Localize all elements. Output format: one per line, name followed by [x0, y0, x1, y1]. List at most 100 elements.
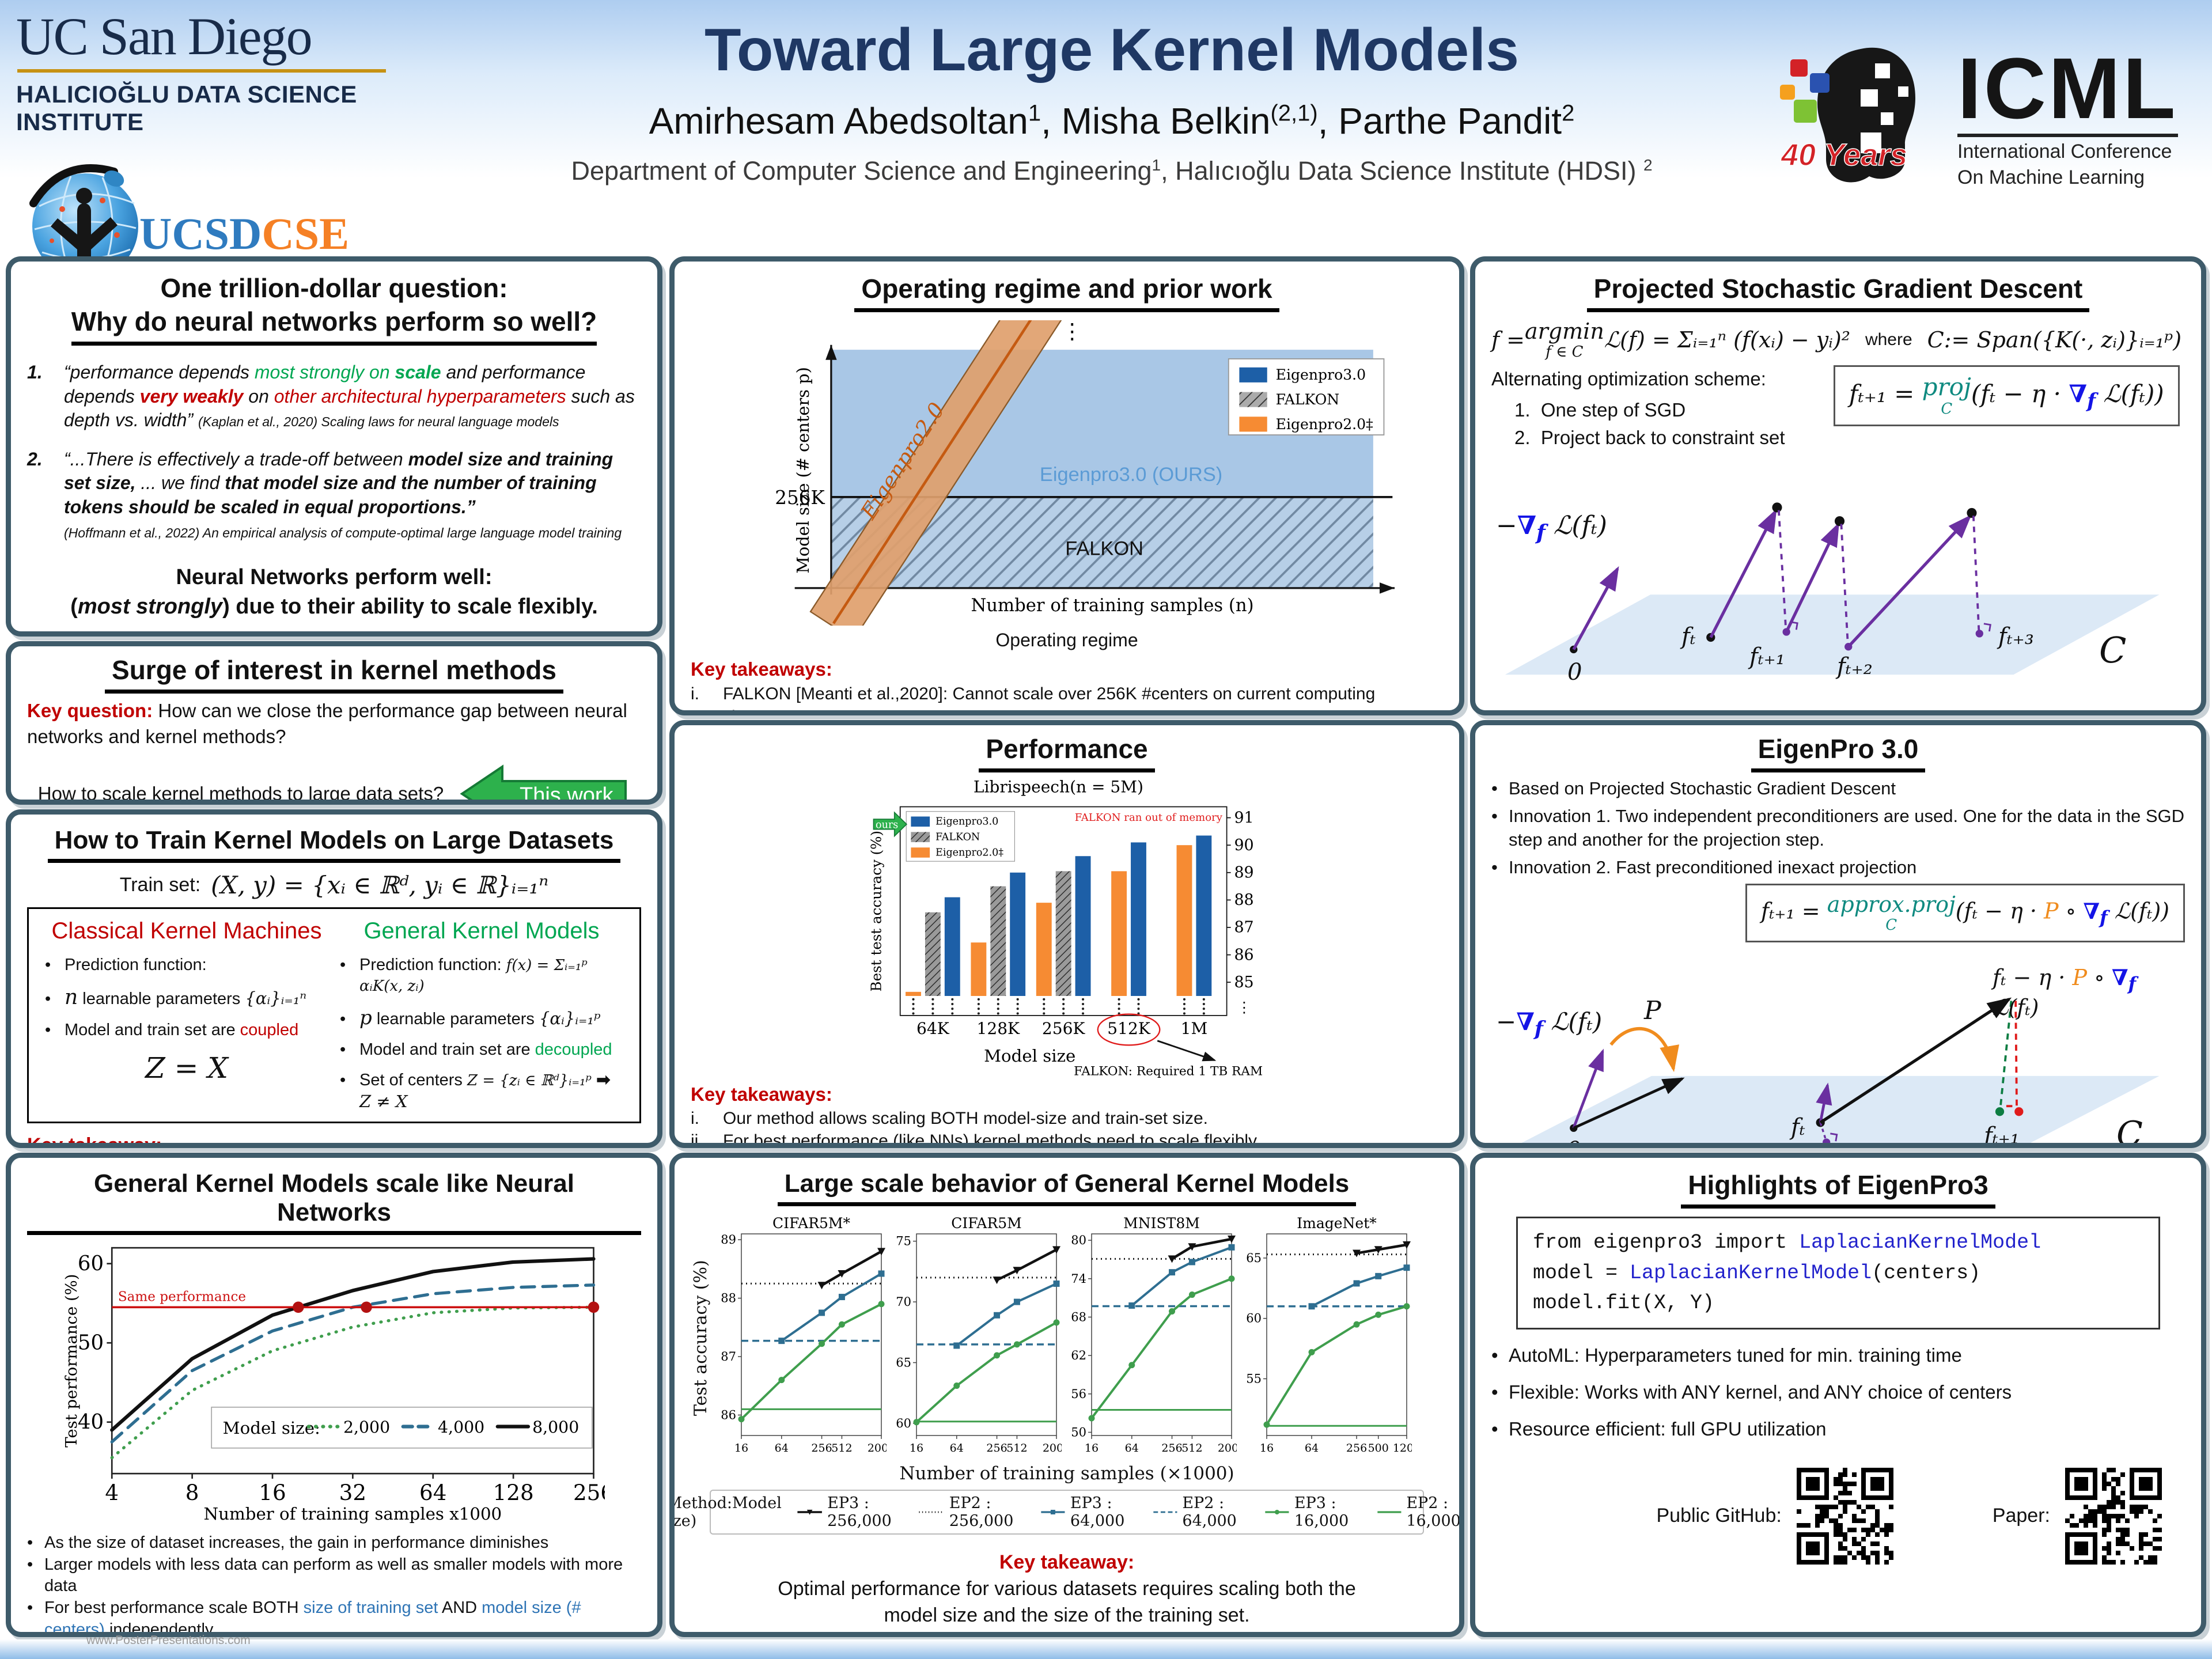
svg-text:64: 64 — [775, 1442, 789, 1455]
svg-text:64: 64 — [419, 1480, 446, 1505]
train-comparison-box: Classical Kernel Machines • Prediction fu… — [27, 907, 641, 1123]
highlights-title: Highlights of EigenPro3 — [1681, 1169, 1995, 1209]
psgd-gradient-label: −∇f ℒ(fₜ) — [1496, 510, 1607, 545]
svg-text:2,000: 2,000 — [343, 1418, 390, 1437]
trillion-conclusion: Neural Networks perform well: (most stro… — [70, 565, 598, 619]
svg-text:Number of training samples x10: Number of training samples x1000 — [204, 1504, 502, 1524]
regime-ep3-label: Eigenpro3.0 (OURS) — [1040, 464, 1222, 486]
paper-qr-code — [2065, 1467, 2162, 1565]
eigenpro3-bullets: • Based on Projected Stochastic Gradient … — [1491, 778, 2185, 877]
svg-text:68: 68 — [1071, 1310, 1086, 1324]
gold-rule — [17, 69, 386, 73]
svg-text:87: 87 — [721, 1350, 736, 1363]
ep3-gradient-label: −∇f ℒ(fₜ) — [1496, 1007, 1603, 1041]
svg-text:256K: 256K — [1042, 1019, 1086, 1038]
general-column: General Kernel Models • Prediction functi… — [334, 918, 629, 1112]
authors-line: Amirhesam Abedsoltan1, Misha Belkin(2,1)… — [472, 100, 1751, 142]
svg-text:89: 89 — [721, 1233, 736, 1247]
github-label: Public GitHub: — [1656, 1505, 1782, 1527]
regime-falkon-label: FALKON — [1065, 537, 1143, 559]
quote-hoffmann: 2. “...There is effectively a trade-off … — [27, 448, 622, 540]
icml-40-years: 40 Years — [1781, 138, 1907, 172]
svg-text:ImageNet*: ImageNet* — [1297, 1215, 1377, 1232]
performance-title: Performance — [979, 733, 1155, 772]
svg-text:256: 256 — [573, 1480, 605, 1505]
svg-text:64K: 64K — [916, 1019, 950, 1038]
scalelike-bullets: • As the size of dataset increases, the g… — [27, 1533, 623, 1637]
svg-text:512K: 512K — [1107, 1019, 1151, 1038]
svg-text:90: 90 — [1234, 836, 1253, 854]
author-2: Misha Belkin(2,1), — [1061, 100, 1339, 142]
trillion-title: One trillion-dollar question: Why do neu… — [27, 272, 641, 346]
psgd-ft1-label: fₜ₊₁ — [1749, 643, 1785, 670]
panel-performance: Performance Librispeech(n = 5M) 85 86 87 88 8… — [669, 720, 1464, 1148]
cse-cse-text: CSE — [262, 209, 350, 259]
svg-text:56: 56 — [1071, 1387, 1086, 1401]
svg-text:256: 256 — [1161, 1442, 1182, 1455]
svg-text:512: 512 — [1006, 1442, 1027, 1455]
psgd-title: Projected Stochastic Gradient Descent — [1586, 273, 2090, 312]
classical-column: Classical Kernel Machines • Prediction fu… — [39, 918, 334, 1112]
icml-logo: 40 Years ICML International Conference O… — [1774, 32, 2195, 204]
svg-text:62: 62 — [1071, 1349, 1086, 1362]
svg-text:CIFAR5M: CIFAR5M — [951, 1215, 1022, 1232]
surge-title: Surge of interest in kernel methods — [105, 654, 563, 694]
panel-surge-of-interest: Surge of interest in kernel methods Key … — [6, 641, 662, 805]
svg-text:Same performance: Same performance — [118, 1290, 246, 1305]
ucsd-logo-block: UC San Diego HALICIOĞLU DATA SCIENCE INS… — [16, 6, 465, 293]
code-line-2: model = LaplacianKernelModel(centers) — [1533, 1261, 1981, 1285]
svg-text:Best test accuracy (%): Best test accuracy (%) — [868, 831, 884, 992]
regime-dots: ⋮ — [1062, 320, 1083, 344]
ep3-preconditioner-label: P — [1644, 996, 1661, 1026]
svg-text:⋮: ⋮ — [1237, 999, 1252, 1017]
svg-text:70: 70 — [896, 1295, 911, 1309]
psgd-ft3-label: fₜ₊₃ — [1998, 623, 2034, 650]
general-heading: General Kernel Models — [363, 918, 600, 944]
svg-text:512: 512 — [831, 1442, 852, 1455]
code-line-3: model.fit(X, Y) — [1533, 1291, 1715, 1315]
svg-text:60: 60 — [1246, 1312, 1262, 1325]
svg-text:16: 16 — [910, 1442, 923, 1455]
legend-ep264000: EP2 : 64,000 — [1153, 1494, 1237, 1530]
ep3-ft1-label: fₜ₊₁ — [1984, 1123, 2020, 1148]
svg-text:64: 64 — [950, 1442, 964, 1455]
legend-ep216000: EP2 : 16,000 — [1377, 1494, 1461, 1530]
svg-text:Librispeech(n = 5M): Librispeech(n = 5M) — [974, 777, 1143, 796]
scalelike-title: General Kernel Models scale like Neural … — [27, 1169, 641, 1235]
svg-text:50: 50 — [1071, 1425, 1086, 1439]
panel-psgd: Projected Stochastic Gradient Descent f … — [1470, 256, 2206, 715]
train-title: How to Train Kernel Models on Large Data… — [47, 826, 621, 863]
poster-title: Toward Large Kernel Models — [704, 17, 1519, 84]
model-scaling-chart: 40 50 60 4 8 16 32 64 128 256 Number of training s… — [62, 1247, 614, 1524]
icml-abbr: ICML — [1957, 39, 2178, 138]
train-key-takeaway: Key takeaway: General kernel models enab… — [27, 1134, 162, 1148]
panel-large-scale-behavior: Large scale behavior of General Kernel M… — [669, 1153, 1464, 1637]
svg-text:FALKON: Required 1 TB RAM: FALKON: Required 1 TB RAM — [1074, 1064, 1263, 1078]
psgd-scheme: Alternating optimization scheme: 1. One … — [1491, 365, 2185, 452]
icml-line1: International Conference — [1957, 141, 2172, 163]
z-equals-x: Z = X — [145, 1051, 229, 1085]
svg-text:64: 64 — [1305, 1442, 1319, 1455]
legend-ep364000: EP3 : 64,000 — [1040, 1494, 1137, 1530]
regime-legend-ep3: Eigenpro3.0 — [1276, 366, 1366, 383]
librispeech-bar-chart: Librispeech(n = 5M) 85 86 87 88 89 90 91 ⋮ 64K 128… — [868, 777, 1263, 1078]
eigenpro3-update-formula: fₜ₊₁ = approx.proj C (fₜ − η · P ∘ ∇f ℒ(fₜ… — [1745, 884, 2185, 943]
panel-scale-like-nn: General Kernel Models scale like Neural … — [6, 1153, 662, 1637]
svg-text:89: 89 — [1234, 864, 1253, 882]
regime-xlabel: Number of training samples (n) — [971, 596, 1253, 616]
svg-text:4,000: 4,000 — [438, 1418, 484, 1437]
regime-caption: Operating regime — [995, 630, 1138, 650]
this-work-label: This work — [520, 783, 614, 805]
svg-text:128K: 128K — [977, 1019, 1021, 1038]
svg-text:50: 50 — [78, 1331, 104, 1355]
largescale-xlabel: Number of training samples (×1000) — [899, 1463, 1234, 1484]
author-3: Parthe Pandit2 — [1338, 100, 1575, 142]
regime-256k-tick: 256K — [775, 487, 825, 509]
paper-label: Paper: — [1992, 1505, 2050, 1527]
svg-text:64: 64 — [1125, 1442, 1139, 1455]
quote-kaplan: 1. “performance depends most strongly on… — [27, 362, 635, 431]
author-1: Amirhesam Abedsoltan1, — [649, 100, 1062, 142]
